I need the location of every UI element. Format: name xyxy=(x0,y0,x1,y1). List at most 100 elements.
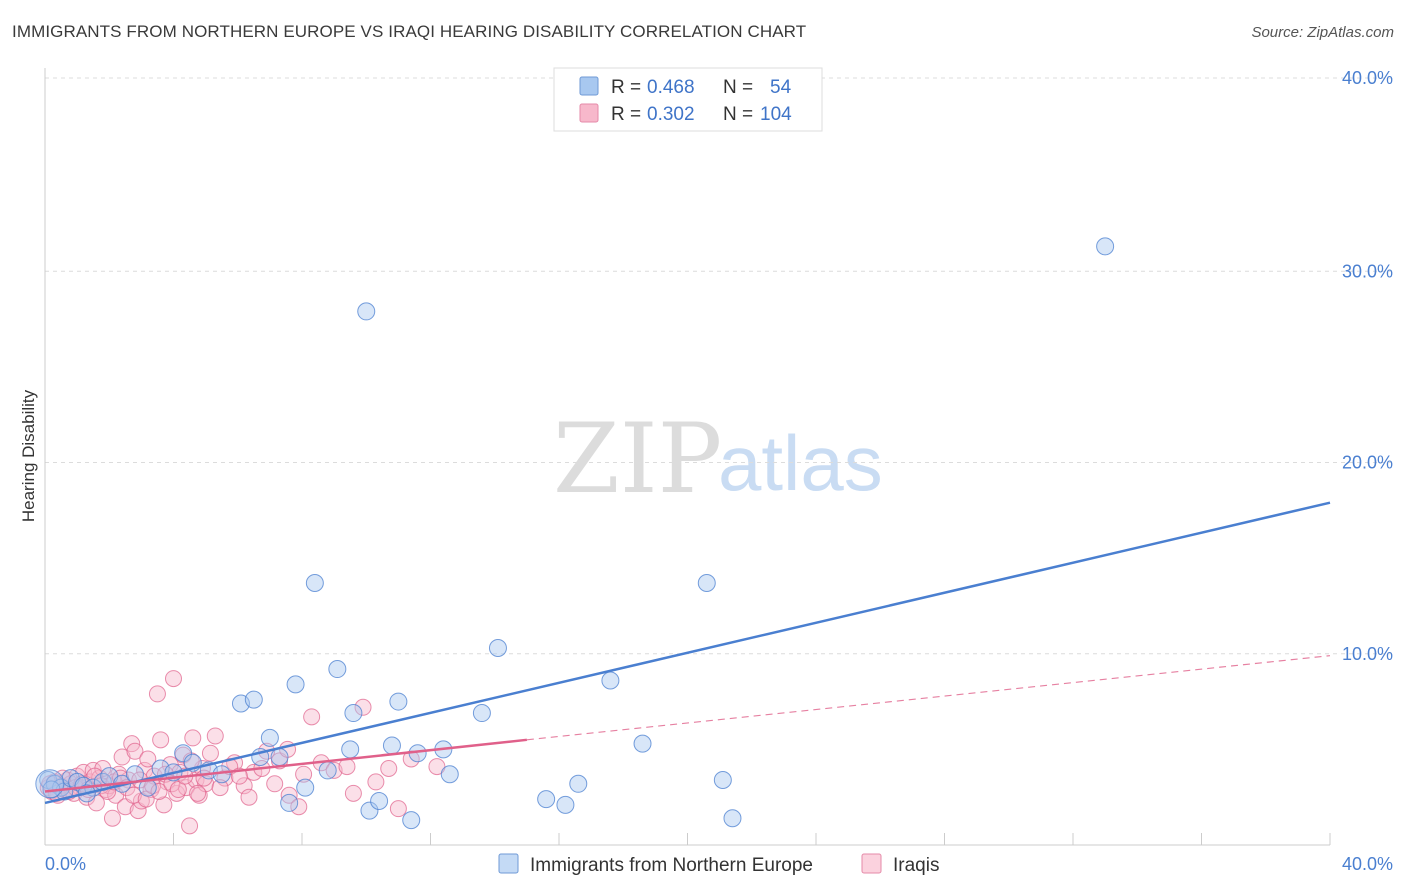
iraqis-point xyxy=(380,760,398,777)
iraqis-point xyxy=(303,708,321,726)
iraqis-point xyxy=(139,750,157,768)
y-tick-label: 20.0% xyxy=(1342,453,1393,473)
iraqis-point xyxy=(389,800,407,818)
iraqis-point xyxy=(155,796,173,814)
grid-lines xyxy=(45,77,1392,655)
y-axis-label: Hearing Disability xyxy=(19,389,38,522)
iraqis-point xyxy=(103,809,121,827)
northern-europe-point xyxy=(280,793,299,812)
iraqis-point xyxy=(338,758,356,776)
northern-europe-point xyxy=(296,778,315,797)
series-legend: Immigrants from Northern Europe Iraqis xyxy=(498,853,939,876)
bottom-legend-label-1: Immigrants from Northern Europe xyxy=(530,855,813,876)
iraqis-point xyxy=(189,784,207,802)
northern-europe-point xyxy=(35,769,65,799)
iraqis-point xyxy=(344,784,362,802)
iraqis-point xyxy=(428,758,446,776)
iraqis-point xyxy=(240,788,258,806)
iraqis-point xyxy=(150,782,168,800)
bottom-legend-swatch-blue xyxy=(498,853,519,874)
iraqis-point xyxy=(201,744,219,762)
iraqis-point xyxy=(354,698,372,716)
northern-europe-point xyxy=(244,690,263,709)
iraqis-trend-line xyxy=(44,738,528,793)
iraqis-point xyxy=(148,685,166,703)
iraqis-point xyxy=(367,773,385,791)
northern-europe-point xyxy=(328,660,347,679)
iraqis-point xyxy=(211,779,229,797)
iraqis-point xyxy=(290,798,308,816)
legend-r-label-2: R = xyxy=(611,104,641,125)
northern-europe-point xyxy=(402,811,421,830)
iraqis-point xyxy=(206,727,224,745)
northern-europe-point xyxy=(488,639,507,658)
legend-r-value-2: 0.302 xyxy=(647,104,695,125)
iraqis-point xyxy=(163,775,181,793)
iraqis-point xyxy=(126,742,144,760)
iraqis-point xyxy=(124,786,142,804)
northern-europe-point xyxy=(341,740,360,759)
northern-europe-point xyxy=(305,573,324,592)
legend-r-value-1: 0.468 xyxy=(647,77,695,98)
iraqis-point xyxy=(280,786,298,804)
series-northern-europe-points xyxy=(35,237,1115,830)
iraqis-point xyxy=(87,794,105,812)
y-tick-label: 40.0% xyxy=(1342,68,1393,88)
stats-legend: R = 0.468 N = 54 R = 0.302 N = 104 xyxy=(553,67,823,132)
northern-europe-point xyxy=(382,736,401,755)
northern-europe-point xyxy=(440,765,459,784)
iraqis-point xyxy=(266,775,284,793)
northern-europe-point xyxy=(174,744,193,763)
northern-europe-point xyxy=(370,792,389,811)
iraqis-point xyxy=(184,729,202,747)
chart-title: IMMIGRANTS FROM NORTHERN EUROPE VS IRAQI… xyxy=(12,22,807,41)
iraqis-point xyxy=(295,765,313,783)
watermark: ZIP atlas xyxy=(553,403,883,515)
y-tick-label: 10.0% xyxy=(1342,644,1393,664)
northern-europe-point xyxy=(537,790,556,809)
legend-n-label-1: N = xyxy=(723,77,753,98)
y-tick-labels: 10.0% 20.0% 30.0% 40.0% xyxy=(1342,68,1393,664)
northern-europe-point xyxy=(713,770,732,789)
iraqis-point xyxy=(165,670,182,688)
axes xyxy=(44,68,1331,846)
northern-europe-point xyxy=(270,748,289,767)
northern-europe-point xyxy=(360,801,379,820)
iraqis-point xyxy=(152,731,170,749)
iraqis-point xyxy=(325,761,343,779)
legend-swatch-pink xyxy=(579,103,599,123)
y-tick-label: 30.0% xyxy=(1342,261,1393,281)
legend-r-label-1: R = xyxy=(611,77,641,98)
watermark-zip: ZIP xyxy=(553,403,722,515)
northern-europe-point xyxy=(601,671,620,690)
northern-europe-point xyxy=(569,774,588,793)
northern-europe-point xyxy=(260,728,279,747)
bottom-legend-label-2: Iraqis xyxy=(893,855,939,876)
legend-n-value-1: 54 xyxy=(770,77,792,98)
stats-legend-box xyxy=(553,67,823,132)
northern-europe-point xyxy=(1096,237,1115,256)
x-tick-label: 0.0% xyxy=(45,854,86,874)
legend-swatch-blue xyxy=(579,76,599,96)
iraqis-point xyxy=(181,817,199,835)
northern-europe-point xyxy=(723,809,742,828)
northern-europe-point xyxy=(344,704,363,723)
x-tick-labels: 0.0% 40.0% xyxy=(45,854,1393,874)
iraqis-trend-extension xyxy=(526,655,1331,741)
x-tick-label: 40.0% xyxy=(1342,854,1393,874)
northern-europe-point xyxy=(357,302,376,321)
northern-europe-point xyxy=(286,675,305,694)
northern-europe-point xyxy=(697,573,716,592)
trend-lines xyxy=(44,501,1331,805)
northern-europe-point xyxy=(633,734,652,753)
northern-europe-point xyxy=(556,795,575,814)
legend-n-label-2: N = xyxy=(723,104,753,125)
northern-europe-point xyxy=(472,704,491,723)
northern-europe-trend-line xyxy=(44,501,1331,805)
northern-europe-point xyxy=(389,692,408,711)
legend-n-value-2: 104 xyxy=(760,104,792,125)
bottom-legend-swatch-pink xyxy=(861,853,882,874)
source-label: Source: ZipAtlas.com xyxy=(1251,24,1394,41)
northern-europe-point xyxy=(318,761,337,780)
